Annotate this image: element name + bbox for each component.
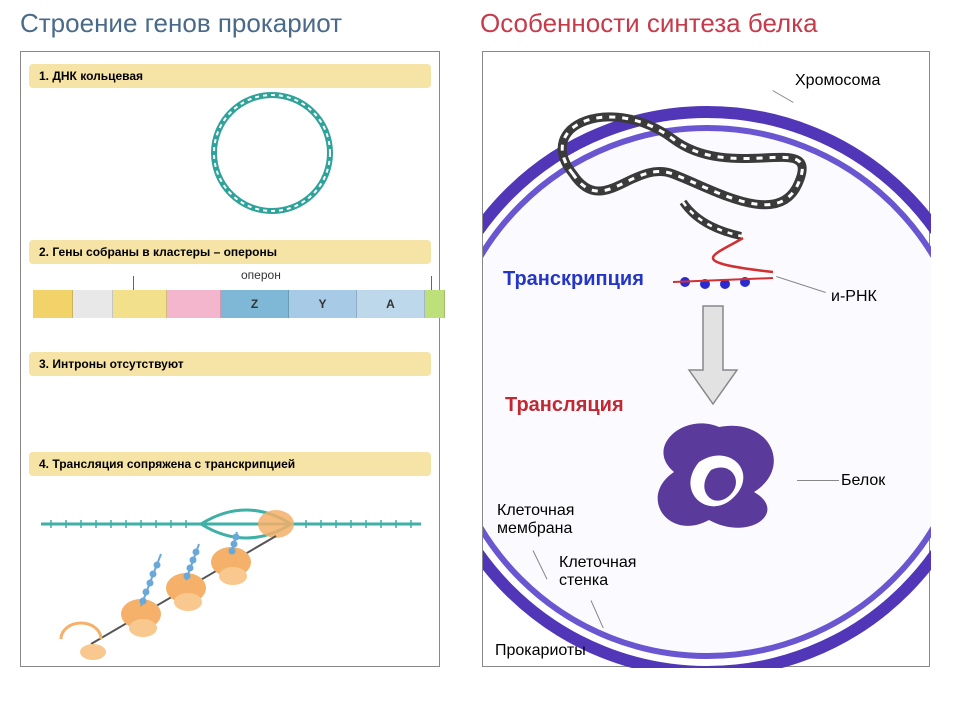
operon-seg-1 [73, 290, 113, 318]
coupled-translation-icon [31, 484, 431, 664]
label-translation: Трансляция [505, 394, 624, 417]
operon-seg-7 [425, 290, 445, 318]
label-prokaryotes: Прокариоты [495, 642, 586, 660]
operon-seg-2 [113, 290, 167, 318]
title-right: Особенности синтеза белка [480, 8, 818, 39]
band-2: 2. Гены собраны в кластеры – опероны [29, 240, 431, 264]
panel-protein-synthesis: Хромосома Транскрипция и-РНК Трансляция … [482, 51, 930, 667]
band-3: 3. Интроны отсутствуют [29, 352, 431, 376]
operon-seg-z: Z [221, 290, 289, 318]
label-transcription: Транскрипция [503, 268, 644, 291]
label-mrna: и-РНК [831, 288, 877, 306]
operon-label: оперон [241, 268, 281, 282]
band-4: 4. Трансляция сопряжена с транскрипцией [29, 452, 431, 476]
circular-dna-icon [197, 78, 347, 228]
leader-protein [797, 480, 839, 481]
label-membrane: Клеточная мембрана [497, 502, 574, 538]
mrna-icon [653, 232, 853, 312]
protein-icon [639, 412, 799, 542]
arrow-down-icon [683, 302, 743, 412]
operon-seg-y: Y [289, 290, 357, 318]
label-wall: Клеточная стенка [559, 554, 636, 590]
operon-seg-3 [167, 290, 221, 318]
chromosome-icon [523, 84, 843, 254]
operon-seg-0 [33, 290, 73, 318]
label-protein: Белок [841, 472, 885, 490]
operon-seg-a: A [357, 290, 425, 318]
label-chromosome: Хромосома [795, 72, 880, 90]
panel-gene-structure: 1. ДНК кольцевая 2. Гены собраны в класт… [20, 51, 440, 667]
operon-diagram: Z Y A [33, 290, 445, 318]
title-left: Строение генов прокариот [20, 8, 450, 39]
